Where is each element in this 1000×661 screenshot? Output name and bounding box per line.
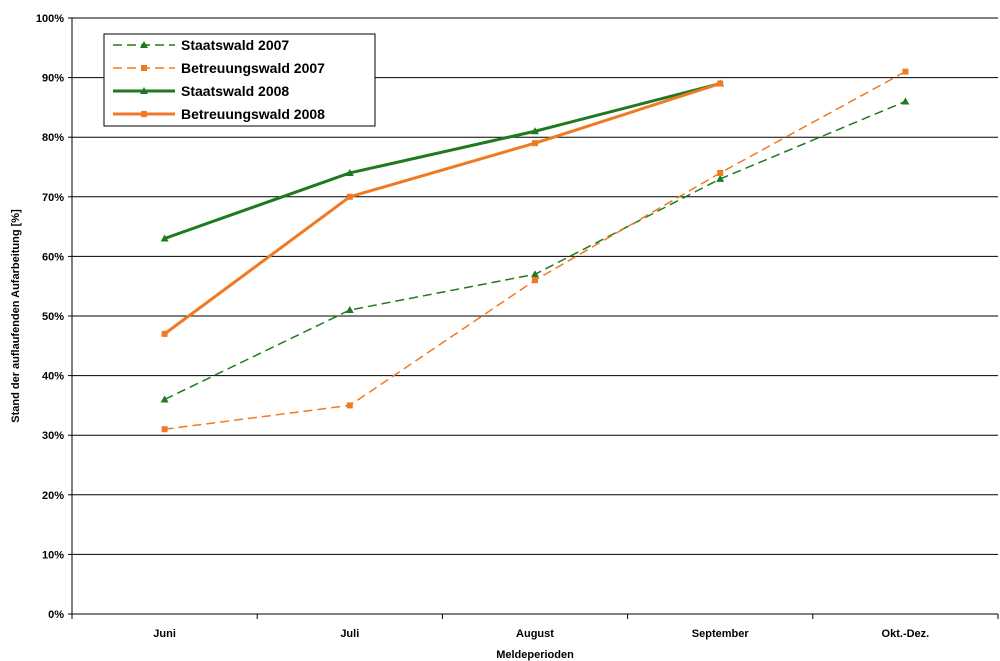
x-tick-label: August — [516, 628, 554, 640]
y-tick-label: 30% — [42, 430, 64, 442]
x-tick-label: September — [692, 628, 750, 640]
data-point — [161, 426, 168, 433]
data-point — [346, 193, 353, 200]
y-tick-labels: 0% 10% 20% 30% 40% 50% 60% 70% 80% 90% 100% — [36, 13, 64, 621]
data-point — [532, 277, 538, 284]
y-tick-label: 70% — [42, 192, 64, 204]
axes — [68, 17, 999, 619]
series-staatswald-2007 — [160, 97, 910, 403]
legend-marker — [141, 111, 147, 117]
data-point — [160, 234, 169, 242]
x-tick-label: Juni — [153, 628, 176, 640]
y-tick-label: 0% — [48, 609, 64, 621]
data-point — [716, 174, 725, 182]
data-point — [717, 80, 724, 87]
y-tick-label: 90% — [42, 73, 64, 85]
legend-marker — [140, 41, 148, 48]
y-tick-label: 40% — [42, 371, 64, 383]
legend: Staatswald 2007 Betreuungswald 2007 Staats… — [103, 33, 376, 127]
legend-label: Betreuungswald 2007 — [181, 60, 325, 76]
data-point — [902, 68, 909, 75]
x-tick-label: Okt.-Dez. — [882, 628, 930, 640]
x-tick-label: Juli — [340, 628, 359, 640]
data-point — [717, 169, 724, 176]
legend-label: Staatswald 2008 — [181, 83, 289, 99]
data-point — [345, 306, 354, 314]
data-point — [531, 270, 539, 278]
legend-item: Staatswald 2008 — [113, 83, 289, 99]
data-point — [161, 330, 168, 337]
y-axis-title: Stand der auflaufenden Aufarbeitung [%] — [10, 209, 22, 423]
legend-marker — [140, 87, 148, 94]
y-tick-label: 60% — [42, 251, 64, 263]
gridlines — [72, 17, 998, 555]
y-tick-label: 20% — [42, 490, 64, 502]
y-tick-label: 50% — [42, 311, 64, 323]
y-tick-label: 80% — [42, 132, 64, 144]
x-tick-labels: Juni Juli August September Okt.-Dez. — [153, 628, 929, 640]
series-line — [164, 82, 721, 240]
legend-item: Betreuungswald 2007 — [113, 60, 325, 76]
data-point — [345, 168, 354, 176]
data-point — [532, 140, 538, 147]
data-point — [531, 127, 539, 135]
legend-item: Betreuungswald 2008 — [113, 106, 325, 122]
series — [160, 68, 910, 433]
legend-item: Staatswald 2007 — [113, 37, 289, 53]
legend-box — [103, 33, 376, 127]
data-point — [160, 395, 169, 403]
data-point — [346, 402, 353, 409]
y-tick-label: 100% — [36, 13, 64, 25]
data-point — [901, 97, 910, 105]
series-line — [163, 82, 721, 336]
legend-label: Staatswald 2007 — [181, 37, 289, 53]
series-betreuungswald-2008 — [161, 80, 724, 337]
y-tick-label: 10% — [42, 549, 64, 561]
legend-label: Betreuungswald 2008 — [181, 106, 325, 122]
series-betreuungswald-2007 — [161, 68, 909, 433]
x-axis-title: Meldeperioden — [496, 649, 574, 661]
legend-marker — [141, 65, 147, 71]
